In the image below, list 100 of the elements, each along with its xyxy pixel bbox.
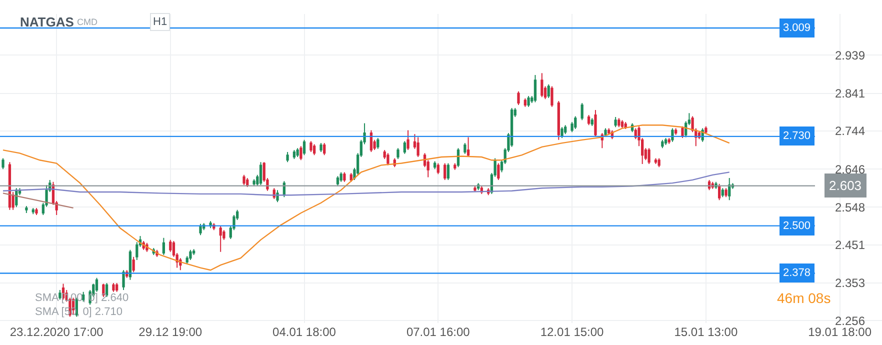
candlestick: [560, 126, 564, 138]
candlestick: [527, 96, 530, 108]
x-tick-label: 15.01 13:00: [674, 325, 738, 339]
annotation: H1: [153, 16, 168, 28]
candlestick: [664, 137, 668, 146]
candlestick: [276, 190, 279, 203]
candlestick: [310, 140, 312, 152]
candlestick: [474, 186, 476, 193]
candlestick: [320, 142, 322, 152]
candlestick: [580, 102, 584, 121]
candlestick: [620, 120, 624, 129]
candlestick: [454, 162, 456, 170]
candlestick: [132, 256, 135, 273]
candlestick: [590, 118, 594, 126]
x-tick-label: 12.01 15:00: [540, 325, 604, 339]
x-tick-label: 19.01 18:00: [808, 325, 872, 339]
candlestick: [614, 116, 617, 128]
candlestick: [466, 136, 470, 158]
candlestick: [668, 137, 670, 144]
candlestick: [674, 128, 678, 136]
candlestick: [336, 176, 340, 187]
candlestick: [517, 90, 520, 106]
candlestick: [116, 282, 118, 292]
candlestick: [658, 158, 660, 168]
candlestick: [574, 116, 577, 130]
candlestick: [376, 137, 380, 150]
candlestick: [681, 126, 684, 138]
candlestick: [162, 237, 165, 256]
candlestick: [300, 146, 302, 161]
candlestick: [557, 100, 560, 140]
candlestick: [296, 148, 299, 158]
candlestick: [312, 144, 316, 156]
candlestick: [587, 114, 590, 126]
annotation: 46m 08s: [777, 290, 831, 306]
candlestick: [323, 142, 326, 156]
y-tick-label: 2.841: [834, 86, 866, 100]
candlestick: [292, 150, 296, 160]
candlestick: [524, 98, 526, 108]
candlestick: [416, 136, 420, 158]
candlestick: [550, 86, 554, 108]
candlestick: [456, 148, 460, 168]
ref-line-label: 2.500: [783, 220, 811, 232]
chart-subtitle: CMD: [77, 17, 98, 27]
candlestick: [199, 223, 202, 236]
y-tick-label: 2.451: [834, 238, 866, 252]
x-tick-label: 23.12.2020 17:00: [10, 325, 104, 339]
x-tick-label: 29.12 19:00: [138, 325, 202, 339]
x-tick-label: 04.01 18:00: [272, 325, 336, 339]
candlestick: [32, 207, 34, 215]
candlestick: [724, 188, 728, 198]
candlestick: [386, 152, 390, 166]
y-tick-label: 2.939: [834, 48, 866, 62]
candlestick: [704, 126, 708, 135]
candlestick: [648, 148, 650, 165]
y-tick-label: 2.256: [834, 314, 866, 328]
candlestick: [671, 128, 674, 142]
candlestick: [396, 148, 400, 160]
line-series: [2, 124, 730, 271]
candlestick: [128, 249, 132, 280]
candlestick: [661, 139, 664, 149]
candlestick: [608, 128, 610, 136]
candlestick: [721, 188, 724, 198]
candlestick: [370, 130, 373, 152]
candlestick: [718, 183, 721, 201]
y-tick-label: 2.744: [834, 124, 866, 138]
candlestick: [540, 72, 544, 98]
candlestick: [2, 158, 4, 170]
candlestick: [534, 74, 537, 103]
candlestick: [25, 206, 28, 214]
candlestick: [497, 162, 500, 180]
candlestick: [122, 270, 125, 290]
candlestick: [547, 84, 550, 98]
candlestick: [219, 225, 222, 252]
chart-title: NATGAS: [20, 14, 74, 30]
x-tick-label: 07.01 16:00: [406, 325, 470, 339]
candlestick: [58, 289, 62, 300]
ref-line-label: 3.009: [783, 22, 811, 34]
candlestick: [728, 178, 731, 201]
candlestick: [564, 124, 567, 135]
candlestick: [95, 277, 98, 292]
candlestick: [604, 128, 607, 138]
candlestick: [189, 249, 192, 261]
candlestick: [403, 140, 406, 154]
candlestick: [464, 142, 466, 154]
candlestick: [35, 207, 38, 216]
candlestick: [654, 158, 658, 165]
candlestick: [286, 151, 289, 163]
ref-line-label: 2.378: [783, 267, 811, 279]
candlestick: [433, 160, 436, 170]
candlestick: [446, 162, 450, 180]
y-tick-label: 2.548: [834, 200, 866, 214]
line-series: [2, 172, 730, 196]
candlestick: [594, 110, 597, 138]
candlestick: [242, 174, 246, 186]
candlestick: [618, 118, 620, 128]
candlestick: [302, 139, 306, 156]
candlestick: [436, 162, 440, 175]
y-tick-label: 2.646: [834, 162, 866, 176]
candlestick: [406, 130, 410, 151]
ref-line-label: 2.603: [829, 178, 862, 193]
